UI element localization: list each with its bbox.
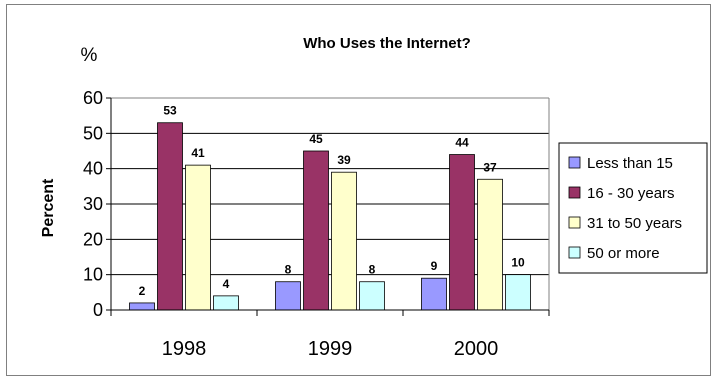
chart-svg: Who Uses the Internet? % Percent 0 10 20 30…	[40, 35, 708, 360]
y-tick-label: 20	[83, 229, 103, 249]
y-tick-label: 60	[83, 88, 103, 108]
legend-box	[558, 142, 708, 274]
bar	[129, 302, 155, 311]
bar	[477, 178, 503, 311]
chart-frame: Who Uses the Internet? % Percent 0 10 20 30…	[6, 4, 711, 376]
bar	[303, 150, 329, 311]
data-label: 41	[191, 146, 205, 160]
bar	[421, 277, 447, 311]
bar	[185, 164, 211, 311]
legend-label: 16 - 30 years	[587, 185, 675, 202]
data-label: 53	[163, 104, 177, 118]
data-label: 4	[223, 277, 230, 291]
bar	[359, 281, 385, 311]
data-label: 8	[285, 263, 292, 277]
x-tick-label: 1998	[162, 338, 207, 360]
data-label: 2	[139, 284, 146, 298]
data-label: 8	[369, 263, 376, 277]
y-tick-label: 30	[83, 194, 103, 214]
legend-label: 31 to 50 years	[587, 215, 682, 232]
legend-label: 50 or more	[587, 245, 660, 262]
y-tick-label: 10	[83, 265, 103, 285]
y-tick-label: 50	[83, 123, 103, 143]
data-label: 10	[511, 256, 525, 270]
data-label: 37	[483, 160, 497, 174]
chart-title: Who Uses the Internet?	[303, 35, 471, 52]
legend-swatch	[568, 246, 581, 259]
y-tick-label: 40	[83, 159, 103, 179]
legend-swatch	[568, 186, 581, 199]
bar	[449, 154, 475, 311]
x-tick-label: 1999	[308, 338, 353, 360]
bar	[331, 171, 357, 311]
x-tick-label: 2000	[454, 338, 499, 360]
data-label: 39	[337, 153, 351, 167]
legend-swatch	[568, 156, 581, 169]
unit-label: %	[81, 45, 98, 66]
plot-area: 0 10 20 30 40 50 60 2 53 41 4 1998 8 45 39 8 1999 9 44 37 10…	[83, 88, 550, 360]
legend-swatch	[568, 216, 581, 229]
y-axis-label: Percent	[40, 178, 57, 237]
legend-label: Less than 15	[587, 155, 673, 172]
bar	[157, 122, 183, 311]
legend: Less than 15 16 - 30 years 31 to 50 years 5…	[558, 142, 708, 274]
data-label: 9	[431, 259, 438, 273]
data-label: 45	[309, 132, 323, 146]
bar	[505, 274, 531, 311]
bar	[213, 295, 239, 311]
bar	[275, 281, 301, 311]
y-tick-label: 0	[93, 300, 103, 320]
data-label: 44	[455, 136, 469, 150]
